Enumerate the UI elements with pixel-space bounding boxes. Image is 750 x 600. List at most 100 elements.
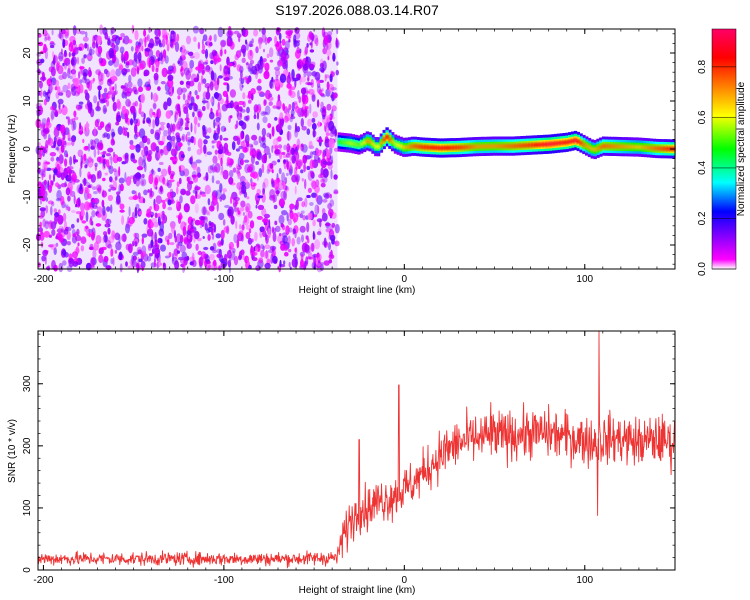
noise-blob — [87, 193, 92, 199]
signal-cell — [492, 144, 496, 149]
noise-blob — [98, 142, 104, 151]
noise-blob — [321, 212, 328, 222]
noise-blob — [206, 100, 210, 110]
snr-line — [37, 330, 676, 569]
noise-blob — [42, 129, 49, 134]
noise-blob — [95, 47, 102, 57]
noise-blob — [52, 173, 56, 182]
signal-cell — [627, 144, 631, 149]
noise-blob — [190, 219, 194, 230]
noise-blob — [48, 93, 51, 97]
x-tick-label: -100 — [214, 575, 234, 586]
noise-blob — [247, 90, 252, 100]
noise-blob — [325, 228, 332, 233]
noise-blob — [55, 136, 62, 146]
noise-blob — [154, 129, 161, 136]
noise-blob — [223, 65, 229, 75]
noise-blob — [269, 47, 274, 58]
noise-blob — [220, 40, 226, 48]
noise-blob — [207, 234, 211, 241]
noise-blob — [289, 29, 294, 34]
noise-blob — [228, 76, 233, 80]
noise-blob — [119, 183, 124, 192]
signal-cell — [663, 146, 668, 151]
noise-blob — [327, 36, 332, 44]
noise-blob — [158, 140, 165, 146]
noise-blob — [248, 63, 253, 71]
noise-blob — [206, 151, 213, 156]
noise-blob — [154, 175, 160, 183]
noise-blob — [207, 127, 212, 134]
signal-cell — [436, 145, 440, 150]
noise-blob — [202, 236, 205, 239]
noise-blob — [272, 232, 277, 243]
noise-blob — [82, 36, 89, 42]
noise-blob — [306, 165, 311, 171]
noise-blob — [160, 81, 166, 85]
noise-blob — [193, 52, 200, 60]
noise-blob — [298, 96, 302, 104]
noise-blob — [38, 149, 42, 160]
noise-blob — [257, 78, 262, 84]
signal-cell — [531, 142, 535, 148]
noise-blob — [180, 188, 187, 196]
noise-blob — [247, 257, 250, 265]
noise-blob — [70, 69, 76, 75]
signal-cell — [486, 144, 490, 149]
noise-blob — [45, 205, 49, 214]
signal-cell — [604, 144, 609, 149]
noise-blob — [47, 137, 54, 146]
noise-blob — [175, 123, 181, 131]
noise-blob — [275, 225, 281, 233]
noise-blob — [204, 184, 211, 195]
noise-blob — [249, 220, 255, 229]
noise-blob — [114, 35, 121, 46]
noise-blob — [330, 249, 333, 258]
noise-blob — [128, 216, 135, 224]
y-tick-label: -20 — [22, 237, 33, 252]
noise-blob — [254, 231, 258, 242]
signal-cell — [562, 140, 566, 145]
noise-blob — [172, 252, 174, 262]
noise-blob — [177, 117, 184, 127]
noise-blob — [279, 59, 283, 67]
noise-blob — [128, 39, 133, 44]
noise-blob — [89, 264, 95, 269]
colorbar-tick-label: 0.8 — [697, 60, 708, 74]
noise-blob — [245, 207, 250, 216]
noise-blob — [235, 104, 240, 112]
noise-blob — [77, 242, 80, 247]
noise-blob — [96, 35, 102, 45]
noise-blob — [130, 67, 137, 77]
noise-blob — [74, 231, 79, 235]
noise-blob — [192, 164, 198, 171]
noise-blob — [130, 46, 134, 52]
noise-blob — [232, 167, 237, 173]
noise-blob — [212, 249, 217, 254]
noise-blob — [203, 246, 209, 251]
noise-blob — [203, 139, 208, 145]
noise-blob — [264, 62, 270, 72]
noise-blob — [179, 234, 184, 244]
noise-blob — [80, 155, 84, 165]
noise-blob — [153, 42, 158, 47]
noise-blob — [189, 55, 195, 59]
noise-blob — [48, 66, 54, 73]
noise-blob — [108, 236, 115, 244]
noise-blob — [265, 250, 268, 259]
noise-blob — [67, 64, 71, 74]
noise-blob — [134, 144, 141, 148]
noise-blob — [41, 170, 44, 181]
noise-blob — [85, 211, 89, 222]
signal-cell — [599, 145, 603, 150]
noise-blob — [176, 243, 180, 249]
noise-blob — [79, 167, 82, 178]
noise-blob — [190, 228, 195, 238]
noise-blob — [188, 51, 194, 56]
noise-blob — [155, 150, 160, 161]
noise-blob — [42, 218, 47, 228]
noise-blob — [294, 185, 297, 195]
noise-blob — [174, 260, 180, 270]
noise-blob — [236, 182, 243, 190]
noise-blob — [333, 191, 339, 195]
